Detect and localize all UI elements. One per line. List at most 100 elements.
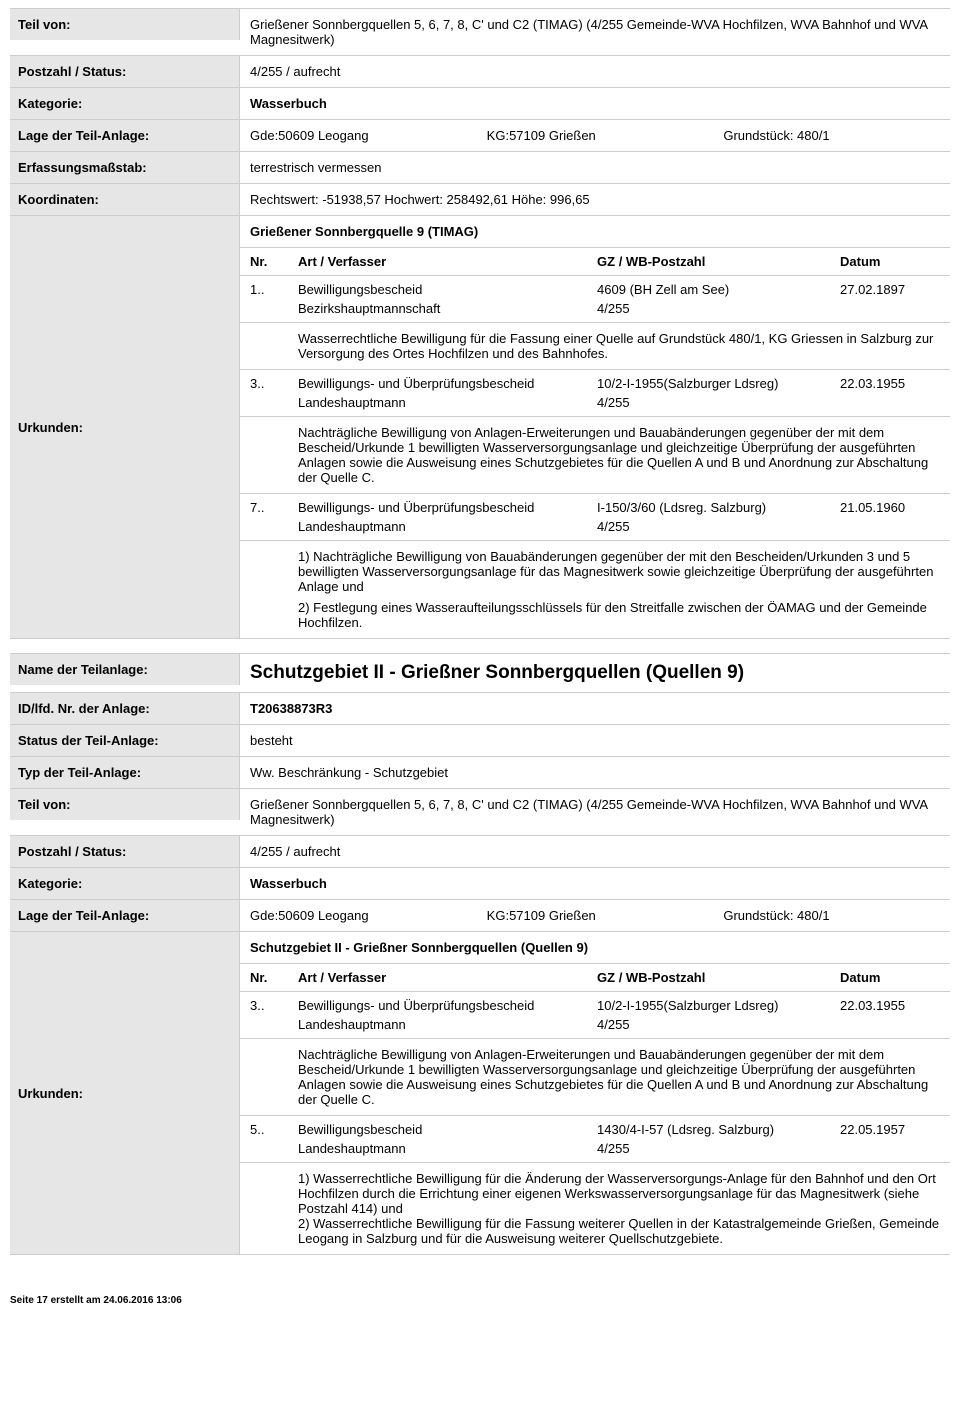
lage-kg: KG:57109 Grießen bbox=[487, 128, 704, 143]
urkunden-title-2: Schutzgebiet II - Grießner Sonnbergquell… bbox=[240, 932, 950, 964]
urk-gz2: 4/255 bbox=[597, 301, 840, 316]
urk-datum: 27.02.1897 bbox=[840, 282, 940, 297]
lage-kg-2: KG:57109 Grießen bbox=[487, 908, 704, 923]
label-id-lfd: ID/lfd. Nr. der Anlage: bbox=[10, 693, 240, 724]
value-teil-von: Grießener Sonnbergquellen 5, 6, 7, 8, C'… bbox=[240, 9, 950, 55]
urk-datum: 22.03.1955 bbox=[840, 376, 940, 391]
urkunde-description: 1) Nachträgliche Bewilligung von Bauabän… bbox=[240, 541, 950, 638]
urk-art2: Landeshauptmann bbox=[298, 1141, 597, 1156]
value-koordinaten: Rechtswert: -51938,57 Hochwert: 258492,6… bbox=[240, 184, 950, 215]
value-status-teil: besteht bbox=[240, 725, 950, 756]
urk-gz2: 4/255 bbox=[597, 519, 840, 534]
urk-desc-line: 2) Festlegung eines Wasseraufteilungssch… bbox=[298, 600, 940, 630]
hdr-nr-2: Nr. bbox=[250, 970, 298, 985]
hdr-datum-2: Datum bbox=[840, 970, 940, 985]
hdr-art-2: Art / Verfasser bbox=[298, 970, 597, 985]
urk-art2: Landeshauptmann bbox=[298, 519, 597, 534]
urk-desc-line: Nachträgliche Bewilligung von Anlagen-Er… bbox=[298, 1047, 940, 1107]
row-name-teilanlage: Name der Teilanlage: Schutzgebiet II - G… bbox=[10, 653, 950, 693]
label-lage: Lage der Teil-Anlage: bbox=[10, 120, 240, 151]
urk-nr: 7.. bbox=[250, 500, 298, 515]
urk-datum: 22.05.1957 bbox=[840, 1122, 940, 1137]
urk-gz1: I-150/3/60 (Ldsreg. Salzburg) bbox=[597, 500, 840, 515]
urk-desc-line: 1) Nachträgliche Bewilligung von Bauabän… bbox=[298, 549, 940, 594]
urk-art1: Bewilligungsbescheid bbox=[298, 1122, 597, 1137]
urk-nr: 3.. bbox=[250, 376, 298, 391]
lage-gde: Gde:50609 Leogang bbox=[250, 128, 467, 143]
hdr-gz-2: GZ / WB-Postzahl bbox=[597, 970, 840, 985]
urkunde-entry-line1: 7..Bewilligungs- und Überprüfungsbeschei… bbox=[240, 494, 950, 517]
urkunde-description: Wasserrechtliche Bewilligung für die Fas… bbox=[240, 323, 950, 370]
urk-datum: 21.05.1960 bbox=[840, 500, 940, 515]
urk-gz1: 1430/4-I-57 (Ldsreg. Salzburg) bbox=[597, 1122, 840, 1137]
urk-gz2: 4/255 bbox=[597, 395, 840, 410]
urkunde-description: Nachträgliche Bewilligung von Anlagen-Er… bbox=[240, 417, 950, 494]
urkunden-body-2: Schutzgebiet II - Grießner Sonnbergquell… bbox=[240, 932, 950, 1254]
value-kategorie-2: Wasserbuch bbox=[240, 868, 950, 899]
row-status-teil: Status der Teil-Anlage: besteht bbox=[10, 725, 950, 757]
urk-datum: 22.03.1955 bbox=[840, 998, 940, 1013]
label-kategorie-2: Kategorie: bbox=[10, 868, 240, 899]
urk-gz1: 4609 (BH Zell am See) bbox=[597, 282, 840, 297]
lage-gde-2: Gde:50609 Leogang bbox=[250, 908, 467, 923]
urk-art1: Bewilligungs- und Überprüfungsbescheid bbox=[298, 376, 597, 391]
row-teil-von-2: Teil von: Grießener Sonnbergquellen 5, 6… bbox=[10, 789, 950, 836]
row-lage: Lage der Teil-Anlage: Gde:50609 Leogang … bbox=[10, 120, 950, 152]
urkunde-entry-line1: 5..Bewilligungsbescheid1430/4-I-57 (Ldsr… bbox=[240, 1116, 950, 1139]
section-1: Teil von: Grießener Sonnbergquellen 5, 6… bbox=[10, 8, 950, 639]
urk-gz2: 4/255 bbox=[597, 1017, 840, 1032]
label-koordinaten: Koordinaten: bbox=[10, 184, 240, 215]
value-kategorie: Wasserbuch bbox=[240, 88, 950, 119]
urkunde-entry-line2: Landeshauptmann4/255 bbox=[240, 393, 950, 417]
row-typ-teil: Typ der Teil-Anlage: Ww. Beschränkung - … bbox=[10, 757, 950, 789]
row-koordinaten: Koordinaten: Rechtswert: -51938,57 Hochw… bbox=[10, 184, 950, 216]
value-id-lfd: T20638873R3 bbox=[240, 693, 950, 724]
urk-desc-line: Nachträgliche Bewilligung von Anlagen-Er… bbox=[298, 425, 940, 485]
urkunden-title-1: Grießener Sonnbergquelle 9 (TIMAG) bbox=[240, 216, 950, 248]
urk-desc-line: Wasserrechtliche Bewilligung für die Fas… bbox=[298, 331, 940, 361]
urkunde-entry-line2: Bezirkshauptmannschaft4/255 bbox=[240, 299, 950, 323]
row-kategorie-2: Kategorie: Wasserbuch bbox=[10, 868, 950, 900]
urk-art2: Landeshauptmann bbox=[298, 1017, 597, 1032]
urkunden-header: Nr. Art / Verfasser GZ / WB-Postzahl Dat… bbox=[240, 248, 950, 276]
urk-art1: Bewilligungsbescheid bbox=[298, 282, 597, 297]
row-kategorie: Kategorie: Wasserbuch bbox=[10, 88, 950, 120]
label-urkunden-2: Urkunden: bbox=[10, 932, 240, 1254]
value-teil-von-2: Grießener Sonnbergquellen 5, 6, 7, 8, C'… bbox=[240, 789, 950, 835]
urk-art2: Landeshauptmann bbox=[298, 395, 597, 410]
lage-grund: Grundstück: 480/1 bbox=[723, 128, 940, 143]
row-urkunden-2: Urkunden: Schutzgebiet II - Grießner Son… bbox=[10, 932, 950, 1255]
hdr-datum: Datum bbox=[840, 254, 940, 269]
row-id-lfd: ID/lfd. Nr. der Anlage: T20638873R3 bbox=[10, 693, 950, 725]
row-teil-von: Teil von: Grießener Sonnbergquellen 5, 6… bbox=[10, 8, 950, 56]
value-lage: Gde:50609 Leogang KG:57109 Grießen Grund… bbox=[240, 120, 950, 151]
urk-art2: Bezirkshauptmannschaft bbox=[298, 301, 597, 316]
urkunde-entry-line1: 1..Bewilligungsbescheid4609 (BH Zell am … bbox=[240, 276, 950, 299]
hdr-art: Art / Verfasser bbox=[298, 254, 597, 269]
label-erfassung: Erfassungsmaßstab: bbox=[10, 152, 240, 183]
urkunde-entry-line2: Landeshauptmann4/255 bbox=[240, 1015, 950, 1039]
label-teil-von: Teil von: bbox=[10, 9, 240, 40]
urkunde-entry-line1: 3..Bewilligungs- und Überprüfungsbeschei… bbox=[240, 992, 950, 1015]
urkunde-description: Nachträgliche Bewilligung von Anlagen-Er… bbox=[240, 1039, 950, 1116]
value-name-teilanlage: Schutzgebiet II - Grießner Sonnbergquell… bbox=[240, 654, 950, 692]
urk-nr: 5.. bbox=[250, 1122, 298, 1137]
row-postzahl: Postzahl / Status: 4/255 / aufrecht bbox=[10, 56, 950, 88]
label-kategorie: Kategorie: bbox=[10, 88, 240, 119]
label-lage-2: Lage der Teil-Anlage: bbox=[10, 900, 240, 931]
label-name-teilanlage: Name der Teilanlage: bbox=[10, 654, 240, 685]
urkunden-body-1: Grießener Sonnbergquelle 9 (TIMAG) Nr. A… bbox=[240, 216, 950, 638]
row-lage-2: Lage der Teil-Anlage: Gde:50609 Leogang … bbox=[10, 900, 950, 932]
row-erfassung: Erfassungsmaßstab: terrestrisch vermesse… bbox=[10, 152, 950, 184]
row-postzahl-2: Postzahl / Status: 4/255 / aufrecht bbox=[10, 836, 950, 868]
urk-gz1: 10/2-I-1955(Salzburger Ldsreg) bbox=[597, 998, 840, 1013]
urk-art1: Bewilligungs- und Überprüfungsbescheid bbox=[298, 500, 597, 515]
value-lage-2: Gde:50609 Leogang KG:57109 Grießen Grund… bbox=[240, 900, 950, 931]
urk-art1: Bewilligungs- und Überprüfungsbescheid bbox=[298, 998, 597, 1013]
urk-gz1: 10/2-I-1955(Salzburger Ldsreg) bbox=[597, 376, 840, 391]
urkunde-entry-line2: Landeshauptmann4/255 bbox=[240, 1139, 950, 1163]
label-postzahl: Postzahl / Status: bbox=[10, 56, 240, 87]
value-erfassung: terrestrisch vermessen bbox=[240, 152, 950, 183]
hdr-nr: Nr. bbox=[250, 254, 298, 269]
urk-desc-line: 1) Wasserrechtliche Bewilligung für die … bbox=[298, 1171, 940, 1246]
